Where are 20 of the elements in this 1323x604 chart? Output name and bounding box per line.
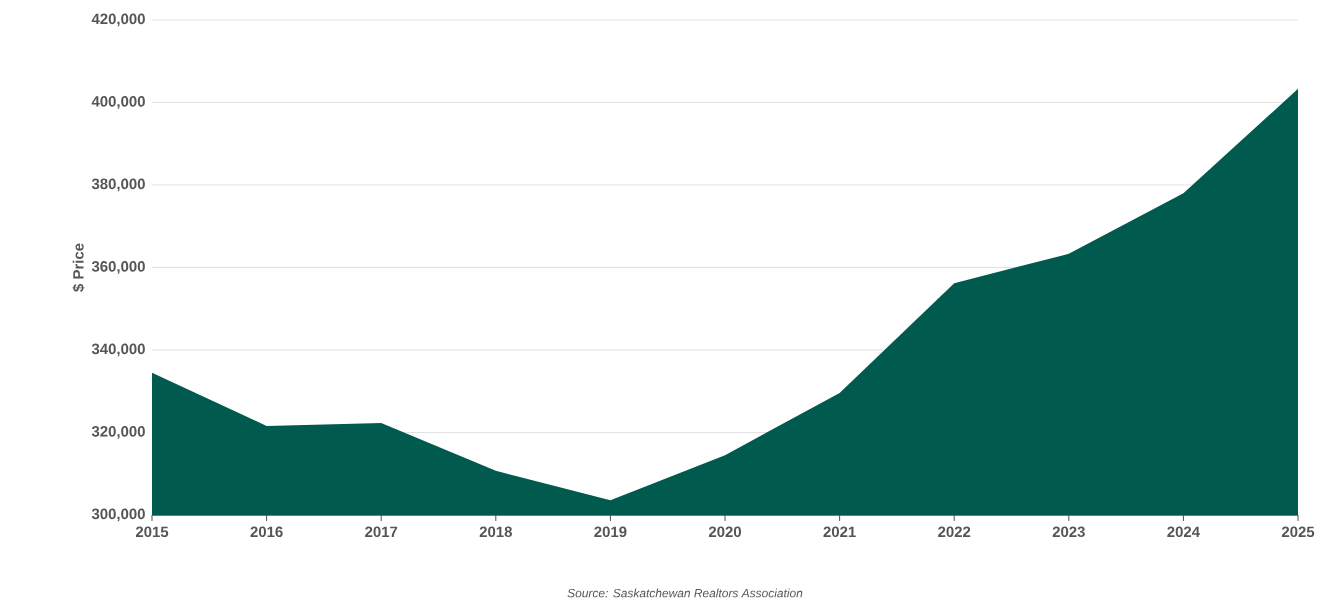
y-tick-label: 340,000	[91, 343, 145, 357]
y-tick-label: 400,000	[91, 96, 145, 109]
x-tick-label: 2022	[938, 526, 971, 538]
x-tick-label: 2021	[823, 526, 856, 538]
y-tick-label: 380,000	[91, 178, 145, 192]
x-tick-label: 2016	[250, 526, 283, 538]
x-tick-label: 2023	[1052, 526, 1085, 538]
x-tick-label: 2025	[1281, 526, 1315, 538]
x-tick-label: 2015	[135, 526, 169, 538]
y-axis-title: $ Price	[72, 243, 85, 292]
y-tick-label: 420,000	[91, 13, 145, 27]
y-tick-label: 300,000	[91, 508, 145, 522]
source-note: Source: Saskatchewan Realtors Association	[567, 588, 803, 598]
x-tick-label: 2018	[479, 526, 512, 538]
x-tick-label: 2017	[365, 526, 398, 538]
x-tick-label: 2020	[708, 526, 741, 538]
x-tick-label: 2019	[594, 526, 627, 538]
x-tick-label: 2024	[1167, 526, 1200, 538]
y-tick-label: 320,000	[91, 426, 145, 439]
y-tick-label: 360,000	[91, 261, 145, 274]
